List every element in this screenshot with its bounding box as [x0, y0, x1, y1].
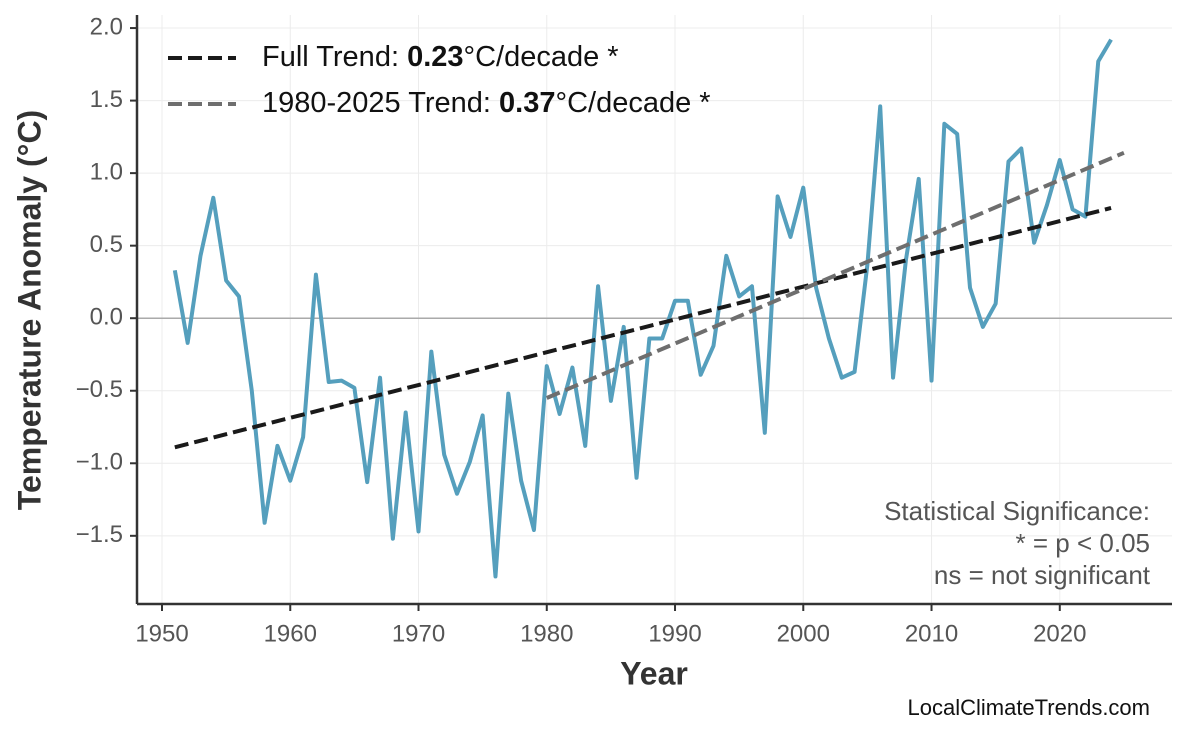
legend-rate: 0.23 [407, 41, 463, 73]
annotation: ns = not significant [934, 560, 1151, 590]
y-tick-label: −0.5 [76, 376, 123, 403]
y-tick-label: 1.5 [90, 86, 123, 113]
y-tick-label: −1.5 [76, 521, 123, 548]
x-tick-label: 2000 [777, 620, 830, 647]
y-tick-label: 0.5 [90, 231, 123, 258]
data-line [172, 38, 1113, 579]
y-tick-label: 0.0 [90, 304, 123, 331]
y-axis-label: Temperature Anomaly (°C) [11, 110, 47, 510]
x-tick-label: 1980 [520, 620, 573, 647]
x-tick-label: 1950 [135, 620, 188, 647]
x-tick-label: 2010 [905, 620, 958, 647]
x-tick-label: 1970 [392, 620, 445, 647]
x-tick-label: 1960 [264, 620, 317, 647]
trend-line [545, 150, 1125, 400]
y-tick-label: 2.0 [90, 13, 123, 40]
y-tick-label: −1.0 [76, 449, 123, 476]
legend-rate: 0.37 [499, 87, 555, 119]
legend-label: 1980-2025 Trend: [262, 87, 499, 119]
x-tick-label: 1990 [648, 620, 701, 647]
annotation: * = p < 0.05 [1016, 528, 1150, 558]
x-axis-label: Year [620, 655, 688, 691]
source: LocalClimateTrends.com [908, 695, 1151, 720]
x-tick-label: 2020 [1033, 620, 1086, 647]
legend-entry: Full Trend: 0.23°C/decade * [262, 41, 619, 73]
y-tick-label: 1.0 [90, 158, 123, 185]
legend-label: Full Trend: [262, 41, 407, 73]
annotation: Statistical Significance: [884, 496, 1150, 526]
legend-entry: 1980-2025 Trend: 0.37°C/decade * [262, 87, 711, 119]
legend-unit: °C/decade * [555, 87, 710, 119]
trend-line [174, 206, 1112, 450]
legend-unit: °C/decade * [464, 41, 619, 73]
